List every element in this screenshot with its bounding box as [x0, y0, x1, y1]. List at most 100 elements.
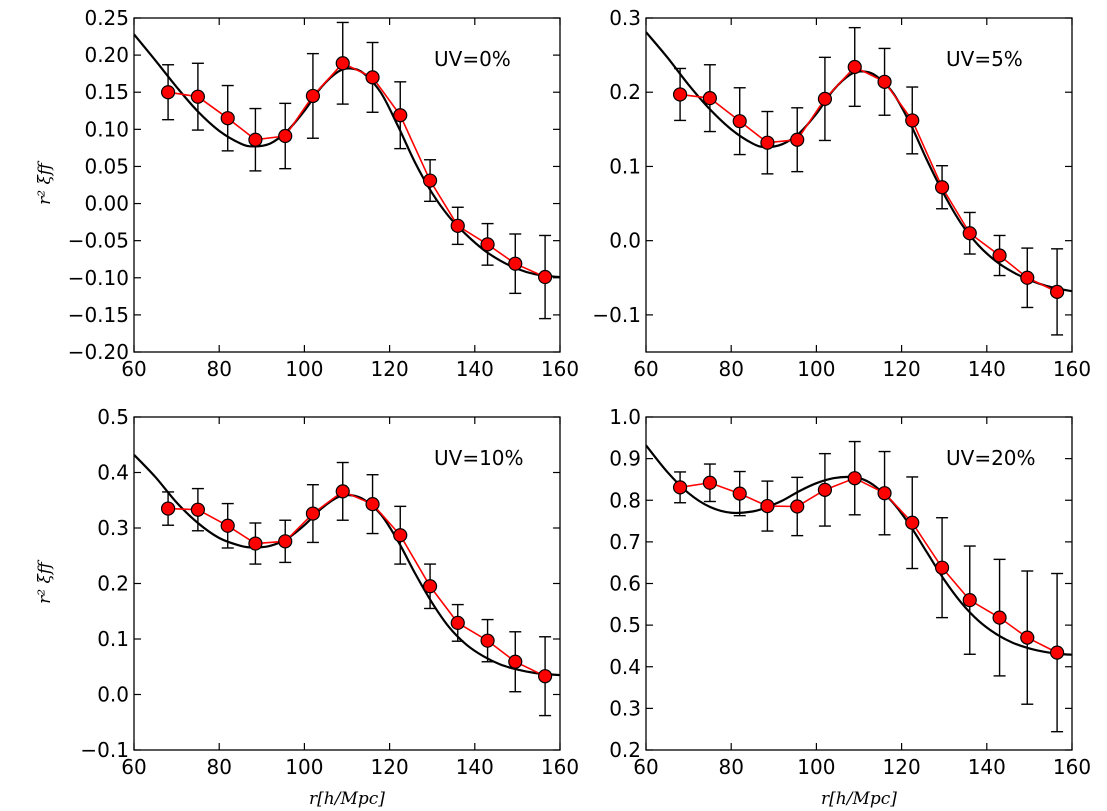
- x-tick-label: 80: [206, 755, 231, 779]
- x-tick-label: 80: [718, 755, 743, 779]
- x-tick-label: 160: [541, 357, 579, 381]
- panel-2: −0.1 0.0 0.1 0.2 0.3 60 80 100 120 140 160 UV=5%: [592, 6, 1091, 381]
- panel-annotation: UV=20%: [946, 446, 1036, 470]
- y-tick-label: 0.6: [609, 572, 641, 596]
- y-tick-label: 0.8: [609, 488, 641, 512]
- model-fit-line: [134, 453, 560, 677]
- x-tick-label: 120: [371, 755, 409, 779]
- y-tick-label: 0.0: [609, 229, 641, 253]
- y-tick-label: 0.5: [97, 405, 129, 429]
- data-point: [732, 486, 747, 501]
- data-point: [790, 132, 805, 147]
- data-point: [847, 59, 862, 75]
- x-tick-label: 140: [968, 755, 1006, 779]
- data-point: [672, 480, 688, 495]
- data-point: [508, 256, 523, 271]
- plot-frame: [133, 17, 561, 353]
- xlabel-right: r[h/Mpc]: [821, 789, 897, 809]
- data-point: [817, 91, 833, 107]
- x-tick-label: 140: [968, 357, 1006, 381]
- data-point: [1049, 284, 1065, 299]
- data-point: [732, 114, 747, 129]
- data-point: [393, 528, 408, 543]
- y-tick-label: 1.0: [609, 405, 641, 429]
- x-tick-label: 120: [371, 357, 409, 381]
- y-tick-label: 0.4: [97, 461, 129, 485]
- y-tick-label: −0.1: [592, 303, 641, 327]
- x-tick-label: 80: [206, 357, 231, 381]
- ylabel-top: r² ξff: [35, 160, 55, 205]
- data-point: [160, 501, 176, 516]
- data-point: [278, 534, 293, 549]
- x-tick-label: 60: [121, 755, 146, 779]
- data-point: [790, 499, 805, 514]
- data-point: [877, 74, 892, 89]
- data-point: [508, 654, 523, 669]
- plot-frame: [133, 416, 561, 751]
- y-tick-label: 0.1: [97, 627, 129, 651]
- ylabel-bottom: r² ξff: [35, 559, 55, 604]
- data-point: [393, 108, 408, 123]
- y-tick-label: 0.3: [97, 516, 129, 540]
- x-tick-label: 120: [883, 755, 921, 779]
- data-point: [992, 248, 1007, 263]
- plot-frame: [645, 416, 1073, 751]
- y-tick-label: 0.2: [609, 80, 641, 104]
- x-tick-label: 80: [718, 357, 743, 381]
- y-tick-label: 0.15: [84, 80, 129, 104]
- x-tick-label: 160: [1053, 755, 1091, 779]
- data-point: [702, 91, 718, 106]
- x-tick-label: 60: [633, 357, 658, 381]
- y-tick-label: 0.2: [97, 572, 129, 596]
- data-point: [1049, 645, 1065, 660]
- data-point: [537, 669, 553, 684]
- data-point: [450, 218, 465, 233]
- panel-3: −0.1 0.0 0.1 0.2 0.3 0.4 0.5 60 80 100 120 140 160 UV…: [80, 405, 579, 779]
- y-tick-label: −0.10: [68, 266, 129, 290]
- y-tick-label: 0.2: [609, 738, 641, 762]
- data-point: [817, 482, 833, 497]
- data-point: [365, 70, 380, 85]
- data-point: [422, 579, 438, 594]
- plot-frame: [645, 17, 1073, 353]
- y-tick-label: 0.1: [609, 154, 641, 178]
- data-point: [760, 498, 775, 514]
- data-point: [190, 89, 205, 104]
- data-point: [335, 484, 350, 499]
- data-point: [992, 610, 1007, 625]
- y-tick-label: 0.10: [84, 117, 129, 141]
- data-point: [760, 135, 775, 150]
- y-tick-label: 0.0: [97, 683, 129, 707]
- panel-annotation: UV=10%: [434, 446, 524, 470]
- y-tick-label: 0.4: [609, 655, 641, 679]
- data-point: [847, 471, 862, 486]
- x-tick-label: 100: [797, 357, 835, 381]
- data-point: [877, 486, 892, 501]
- x-tick-label: 140: [456, 755, 494, 779]
- y-tick-label: −0.1: [80, 738, 129, 762]
- data-point: [422, 173, 438, 188]
- data-point: [278, 128, 293, 144]
- data-point: [220, 518, 235, 533]
- x-tick-label: 140: [456, 357, 494, 381]
- x-tick-label: 100: [797, 755, 835, 779]
- y-tick-label: 0.05: [84, 154, 129, 178]
- data-point: [905, 515, 920, 530]
- y-tick-label: 0.3: [609, 696, 641, 720]
- y-tick-label: 0.00: [84, 192, 129, 216]
- data-point: [220, 111, 235, 126]
- y-tick-label: 0.7: [609, 530, 641, 554]
- data-point: [305, 88, 321, 104]
- y-tick-label: −0.20: [68, 340, 129, 364]
- x-tick-label: 120: [883, 357, 921, 381]
- panel-4: 0.2 0.3 0.4 0.5 0.6 0.7 0.8 0.9 1.0 60 80 100 120 140…: [609, 405, 1091, 779]
- data-point: [305, 506, 321, 521]
- data-point: [672, 87, 688, 102]
- y-tick-label: 0.3: [609, 6, 641, 30]
- data-point: [160, 85, 176, 100]
- data-point: [962, 593, 977, 608]
- data-point: [335, 56, 350, 71]
- data-point: [1020, 630, 1035, 645]
- model-fit-line: [646, 444, 1072, 656]
